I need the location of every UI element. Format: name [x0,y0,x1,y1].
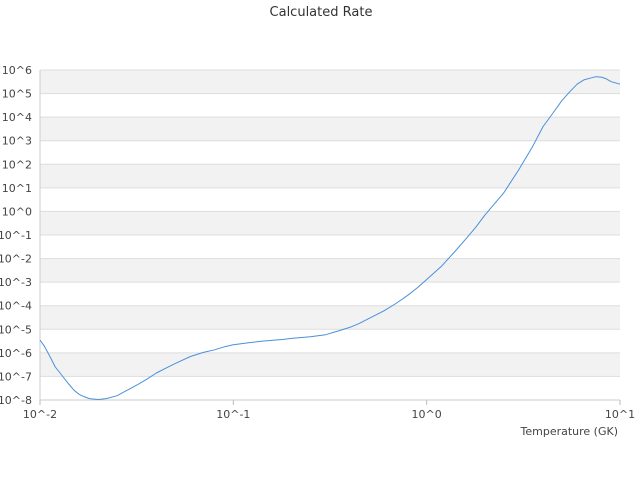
y-tick-label: 10^-6 [0,347,32,360]
chart-title: Calculated Rate [270,5,373,20]
grid-bands [40,70,620,377]
data-point [89,398,90,399]
data-point [577,84,578,85]
y-tick-label: 10^5 [2,88,32,101]
data-point [601,77,602,78]
data-point [156,372,157,373]
data-point [224,346,225,347]
data-point [214,349,215,350]
data-point [190,356,191,357]
data-point [61,375,62,376]
x-tick-label: 10^-1 [216,408,250,421]
y-axis-ticks: 10^-8 10^-7 10^-6 10^-5 10^-4 10^-3 10^-2 10^-1… [0,64,32,407]
x-axis-label: Temperature (GK) [520,425,619,438]
data-point [503,193,504,194]
y-tick-label: 10^4 [2,111,32,124]
data-point [44,345,45,346]
data-point [291,338,292,339]
data-point [106,398,107,399]
data-point [39,339,40,340]
data-point [310,336,311,337]
x-tick-label: 10^0 [412,408,442,421]
y-tick-label: 10^-4 [0,300,32,313]
data-point [51,359,52,360]
data-point [475,226,476,227]
data-point [426,279,427,280]
data-point [619,84,620,85]
y-tick-label: 10^1 [2,182,32,195]
data-point [543,126,544,127]
data-point [116,395,117,396]
data-point [349,327,350,328]
data-point [368,318,369,319]
grid-band [40,117,620,141]
y-tick-label: 10^-1 [0,229,32,242]
data-point [55,366,56,367]
data-point [203,352,204,353]
data-point [175,363,176,364]
data-point [407,295,408,296]
data-point [396,302,397,303]
data-point [137,384,138,385]
grid-lines [40,69,620,401]
data-point [518,169,519,170]
y-tick-label: 10^6 [2,64,32,77]
data-point [47,352,48,353]
y-tick-label: 10^-7 [0,370,32,383]
y-tick-label: 10^-5 [0,323,32,336]
data-point [583,79,584,80]
data-point [68,383,69,384]
grid-band [40,352,620,377]
x-tick-label: 10^-2 [23,408,57,421]
data-point [325,334,326,335]
data-point [561,100,562,101]
y-tick-label: 10^3 [2,135,32,148]
data-point [454,251,455,252]
data-point [595,76,596,77]
y-tick-label: 10^-8 [0,394,32,407]
data-point [606,78,607,79]
grid-band [40,305,620,330]
data-point [79,394,80,395]
data-point [383,310,384,311]
series-group [39,76,621,400]
data-point [272,340,273,341]
data-point [166,367,167,368]
series-line [39,76,621,400]
grid-band [40,164,620,188]
data-point [441,265,442,266]
data-point [282,339,283,340]
grid-band [40,258,620,283]
data-point [338,330,339,331]
data-point [126,390,127,391]
data-point [248,342,249,343]
data-point [611,81,612,82]
data-point [359,323,360,324]
y-tick-label: 10^-3 [0,276,32,289]
data-point [233,344,234,345]
data-point [484,215,485,216]
y-tick-label: 10^2 [2,158,32,171]
x-tick-label: 10^1 [605,408,635,421]
data-point [147,378,148,379]
grid-band [40,211,620,235]
data-point [98,399,99,400]
y-tick-label: 10^0 [2,205,32,218]
data-point [84,396,85,397]
data-point [552,112,553,113]
data-point [466,238,467,239]
data-point [531,147,532,148]
grid-band [40,70,620,94]
x-axis-ticks: 10^-2 10^-1 10^0 10^1 [23,400,635,421]
data-point [417,287,418,288]
data-point [73,390,74,391]
data-point [261,341,262,342]
data-point [590,78,591,79]
data-point [569,91,570,92]
y-tick-label: 10^-2 [0,253,32,266]
